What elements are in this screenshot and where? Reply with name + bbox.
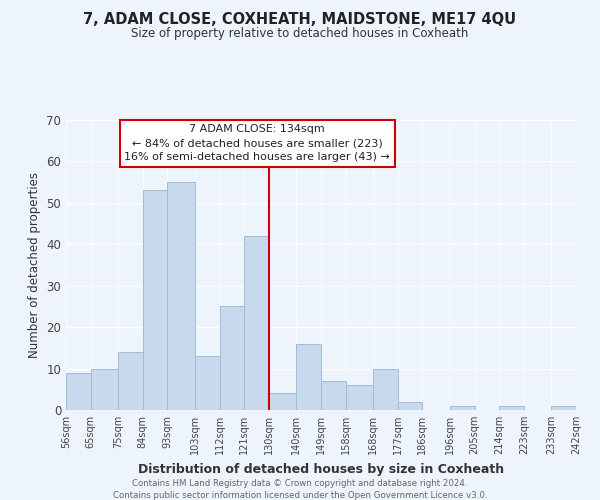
Bar [346, 385, 373, 410]
Text: Contains public sector information licensed under the Open Government Licence v3: Contains public sector information licen… [113, 491, 487, 500]
Text: 7, ADAM CLOSE, COXHEATH, MAIDSTONE, ME17 4QU: 7, ADAM CLOSE, COXHEATH, MAIDSTONE, ME17… [83, 12, 517, 28]
Bar [143, 190, 167, 410]
Bar [296, 344, 321, 410]
Bar [321, 381, 346, 410]
Y-axis label: Number of detached properties: Number of detached properties [28, 172, 41, 358]
Bar [373, 368, 398, 410]
Bar [244, 236, 269, 410]
Text: Size of property relative to detached houses in Coxheath: Size of property relative to detached ho… [131, 28, 469, 40]
Bar [66, 372, 91, 410]
X-axis label: Distribution of detached houses by size in Coxheath: Distribution of detached houses by size … [138, 462, 504, 475]
Text: 7 ADAM CLOSE: 134sqm
← 84% of detached houses are smaller (223)
16% of semi-deta: 7 ADAM CLOSE: 134sqm ← 84% of detached h… [124, 124, 390, 162]
Bar [269, 394, 296, 410]
Bar [220, 306, 244, 410]
Bar [195, 356, 220, 410]
Bar [91, 368, 118, 410]
Bar [167, 182, 195, 410]
Bar [450, 406, 475, 410]
Bar [551, 406, 576, 410]
Bar [499, 406, 524, 410]
Bar [398, 402, 422, 410]
Bar [118, 352, 143, 410]
Text: Contains HM Land Registry data © Crown copyright and database right 2024.: Contains HM Land Registry data © Crown c… [132, 479, 468, 488]
